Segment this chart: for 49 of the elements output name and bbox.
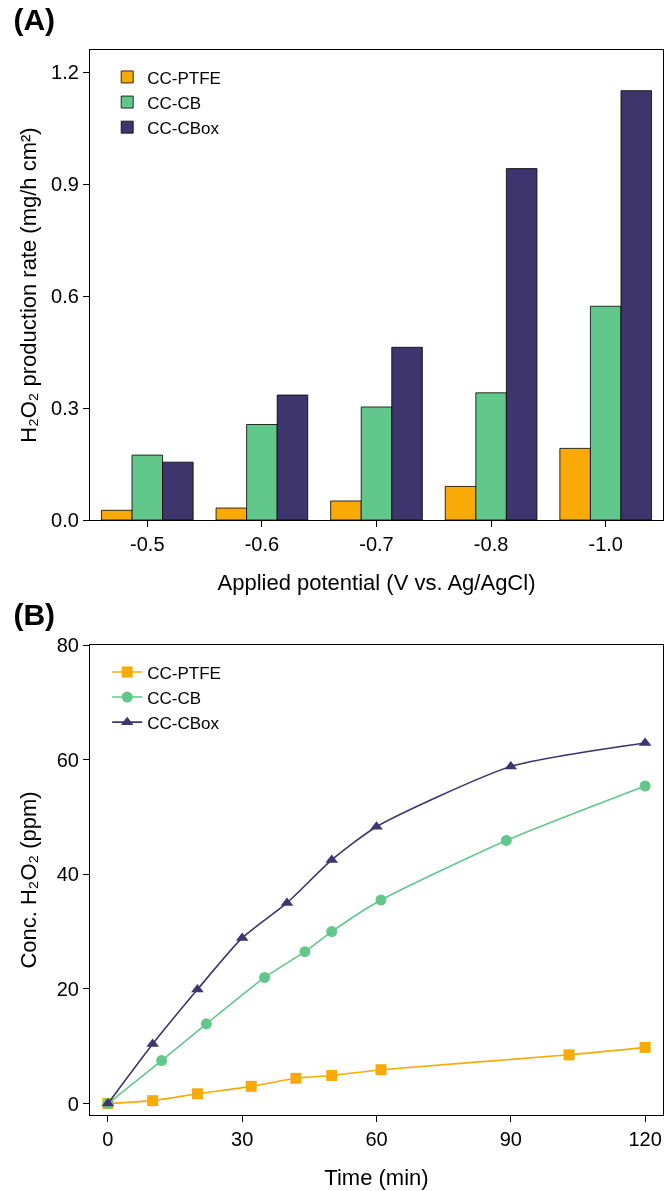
point [299,946,311,958]
y-tick-label: 0.9 [51,173,79,196]
y-tick-label: 40 [56,863,79,886]
x-tick-label: 60 [365,1128,388,1151]
x-tick-label: 0 [102,1128,114,1151]
y-axis-title: Conc. H₂O₂ (ppm) [15,791,41,969]
legend-label: CC-CB [147,93,202,113]
x-axis-title: Applied potential (V vs. Ag/AgCl) [217,570,536,595]
point [259,971,271,983]
x-tick-label: -1.0 [588,533,623,556]
x-tick-label: -0.6 [244,533,280,556]
point [375,894,387,906]
legend-label: CC-PTFE [147,663,221,683]
legend-label: CC-CB [147,688,202,708]
legend-label: CC-PTFE [147,68,221,88]
point [563,1049,575,1061]
point [191,983,204,993]
x-tick-label: 30 [231,1128,254,1151]
x-axis-title: Time (min) [324,1165,429,1190]
y-tick-label: 20 [56,977,79,1000]
point [639,780,651,792]
y-tick-label: 0 [67,1092,79,1115]
point [500,834,512,846]
x-tick-label: -0.5 [130,533,165,556]
chart-title: (B) [13,597,56,631]
y-tick-label: 1.2 [51,61,79,84]
x-tick-label: 120 [628,1128,662,1151]
x-tick-label: 90 [499,1128,522,1151]
point [639,1041,651,1053]
legend-label: CC-CBox [147,713,220,733]
point [326,926,338,938]
y-tick-label: 80 [56,634,79,656]
y-tick-label: 0.0 [51,509,79,531]
y-tick-label: 0.6 [51,285,79,308]
point [290,1072,302,1084]
point [156,1055,168,1067]
x-tick-label: -0.7 [359,533,394,556]
point [147,1095,159,1107]
point [326,1069,338,1081]
y-tick-label: 60 [56,748,79,771]
point [245,1080,257,1092]
point [200,1018,212,1030]
y-axis-title: H₂O₂ production rate (mg/h cm²) [15,127,41,443]
chart-title: (A) [13,2,56,36]
x-tick-label: -0.8 [473,533,509,556]
point [191,1088,203,1100]
y-tick-label: 0.3 [51,397,79,420]
point [375,1064,387,1076]
legend-label: CC-CBox [147,118,220,138]
